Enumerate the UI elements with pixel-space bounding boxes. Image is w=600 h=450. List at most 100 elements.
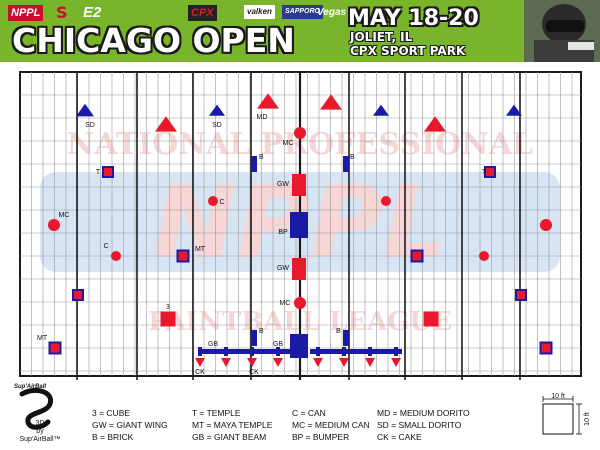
bunker-label: B [259, 154, 264, 161]
small-dorito-bunker [76, 103, 94, 117]
giant-beam-bunker [198, 349, 290, 354]
medium-dorito-bunker [424, 116, 446, 132]
cpx-logo: CPX [188, 5, 217, 21]
event-banner: NPPL S E2 CPX valken SAPPORO Vegas CHICA… [0, 0, 600, 62]
legend-cake: CK = CAKE [377, 432, 422, 442]
cake-bunker [313, 358, 323, 367]
bunker-label: MC [280, 300, 291, 307]
small-dorito-bunker [506, 104, 522, 116]
maya-temple-bunker [176, 249, 190, 263]
giant-beam-joint [316, 347, 320, 356]
brand-line-2: by [36, 428, 44, 435]
legend-bumper: BP = BUMPER [292, 432, 350, 442]
temple-bunker [515, 289, 527, 301]
bunker-label: B [336, 328, 341, 335]
brick-bunker [343, 156, 349, 172]
brand-name-top: Sup'AirBall [14, 384, 47, 390]
brand-caption: 3D by Sup'AirBall™ [10, 420, 70, 444]
cake-bunker [195, 358, 205, 367]
legend-cube: 3 = CUBE [92, 408, 131, 418]
legend-can: C = CAN [292, 408, 326, 418]
event-venue-park: CPX SPORT PARK [350, 44, 466, 58]
valken-logo: valken [244, 5, 275, 19]
bunker-label: SD [85, 122, 95, 129]
medium-can-bunker [294, 297, 306, 309]
cake-bunker [365, 358, 375, 367]
giant-beam-joint [368, 347, 372, 356]
brand-line-1: 3D [35, 420, 45, 427]
medium-dorito-bunker [155, 116, 177, 132]
bunker-label: GW [277, 181, 289, 188]
bunker-label: MC [59, 212, 70, 219]
s-logo: S [56, 3, 68, 22]
giant-beam-joint [198, 347, 202, 356]
giant-beam-joint [276, 347, 280, 356]
bunker-label: GB [273, 341, 283, 348]
bunker-label: MC [283, 140, 294, 147]
small-dorito-bunker [373, 104, 389, 116]
bunker-label: SD [212, 122, 222, 129]
event-headline: CHICAGO OPEN [12, 21, 295, 60]
small-dorito-bunker [209, 104, 225, 116]
scale-label-horizontal: 10 ft [551, 393, 565, 400]
cube-bunker [423, 311, 439, 327]
vegas-logo: Vegas [317, 7, 347, 18]
legend-small-dorito: SD = SMALL DORITO [377, 420, 462, 430]
cake-bunker [247, 358, 257, 367]
medium-dorito-bunker [320, 94, 342, 110]
bunker-label: GB [208, 341, 218, 348]
giant-wing-bunker [292, 258, 306, 280]
can-bunker [381, 196, 391, 206]
bunker-label: 3 [166, 304, 170, 311]
bunker-label: MT [195, 246, 206, 253]
giant-beam-bunker [310, 349, 402, 354]
bunker-label: B [259, 328, 264, 335]
can-bunker [208, 196, 218, 206]
bunker-label: MT [37, 335, 48, 342]
cake-bunker [391, 358, 401, 367]
brand-line-3: Sup'AirBall™ [19, 436, 61, 443]
event-venue-city: JOLIET, IL [350, 30, 413, 44]
can-bunker [111, 251, 121, 261]
legend-medium-dorito: MD = MEDIUM DORITO [377, 408, 470, 418]
bunker-label: MD [257, 114, 268, 121]
bunker-legend: 3 = CUBE T = TEMPLE C = CAN MD = MEDIUM … [92, 408, 512, 448]
bunker-label: CK [249, 369, 259, 376]
cake-bunker [221, 358, 231, 367]
bunker-label: CK [195, 369, 205, 376]
bumper-bunker [290, 334, 308, 358]
bunker-label: BP [278, 229, 288, 236]
giant-wing-bunker [292, 174, 306, 196]
bunker-label: B [350, 154, 355, 161]
bunker-label: GW [277, 265, 289, 272]
cake-bunker [273, 358, 283, 367]
giant-beam-joint [394, 347, 398, 356]
legend-medium-can: MC = MEDIUM CAN [292, 420, 370, 430]
giant-beam-joint [250, 347, 254, 356]
scale-label-vertical: 10 ft [584, 412, 591, 426]
can-bunker [479, 251, 489, 261]
bunker-label: T [482, 169, 487, 176]
medium-dorito-bunker [257, 93, 279, 109]
player-photo [524, 0, 600, 62]
scale-indicator: 10 ft 10 ft [542, 393, 591, 435]
supairball-logo [19, 387, 54, 430]
temple-bunker [72, 289, 84, 301]
bunker-labels: SD SD MD MC B B T T GW GW C C MC MC BP MT MT 3 B B GB GB CK CK [37, 114, 487, 376]
bunker-layer [48, 93, 553, 367]
giant-beam-joint [342, 347, 346, 356]
legend-brick: B = BRICK [92, 432, 134, 442]
medium-can-bunker [294, 127, 306, 139]
bunker-label: C [219, 199, 224, 206]
legend-giant-beam: GB = GIANT BEAM [192, 432, 267, 442]
sapporo-logo: SAPPORO [282, 5, 324, 19]
event-dates: MAY 18-20 [348, 6, 479, 31]
maya-temple-bunker [410, 249, 424, 263]
maya-temple-bunker [48, 341, 62, 355]
medium-can-bunker [48, 219, 60, 231]
temple-bunker [484, 166, 496, 178]
e2-logo: E2 [83, 4, 102, 21]
paintball-field-diagram: NATIONAL PROFESSIONAL NPPL PAINTBALL LEA… [19, 71, 582, 380]
brick-bunker [251, 330, 257, 346]
brick-bunker [251, 156, 257, 172]
